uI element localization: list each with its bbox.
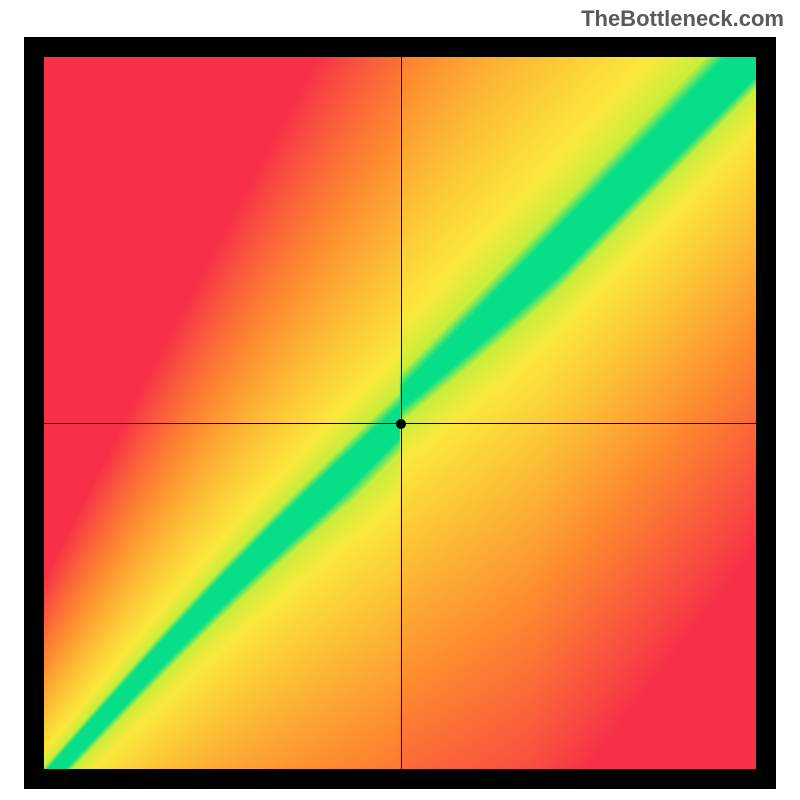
plot-frame <box>24 37 776 789</box>
crosshair-vertical <box>401 57 402 769</box>
watermark-text: TheBottleneck.com <box>581 6 784 32</box>
chart-container: TheBottleneck.com <box>0 0 800 800</box>
